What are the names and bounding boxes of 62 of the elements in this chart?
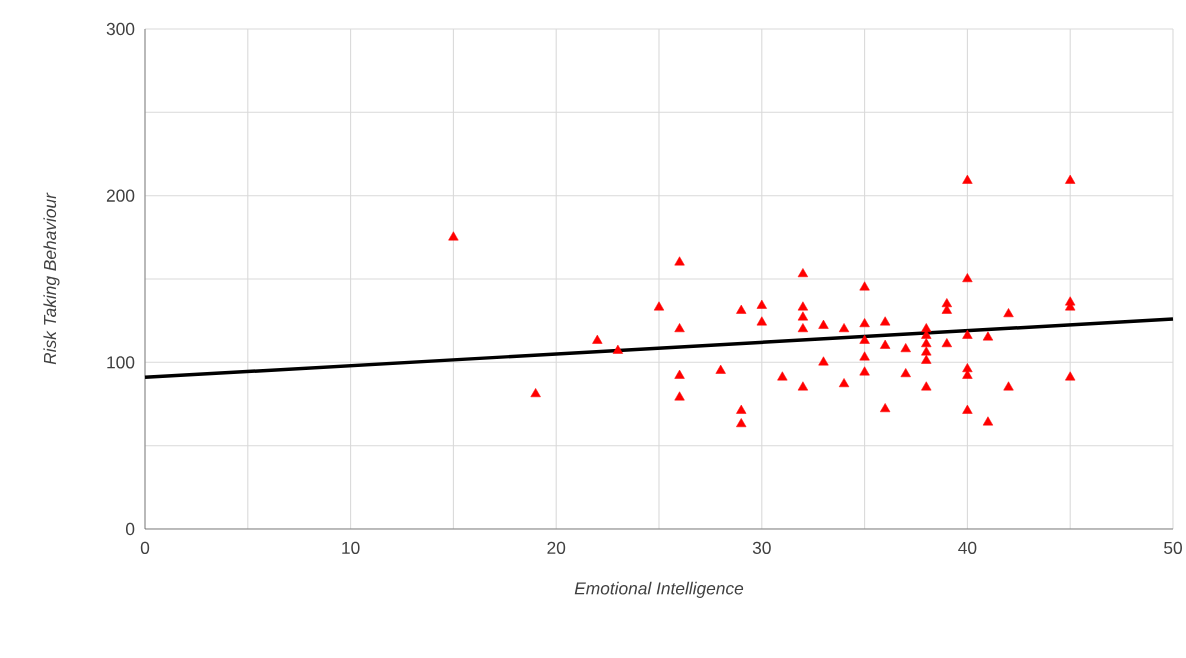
point	[859, 281, 870, 291]
point	[921, 338, 932, 348]
point	[797, 323, 809, 333]
y-axis-title: Risk Taking Behaviour	[43, 192, 60, 365]
point	[818, 356, 829, 366]
point	[592, 334, 603, 344]
point	[674, 323, 685, 333]
point	[838, 323, 850, 333]
x-tick-label: 40	[958, 541, 977, 554]
point	[880, 339, 891, 349]
point	[880, 316, 891, 326]
point	[1003, 308, 1014, 318]
point	[653, 301, 665, 311]
point	[797, 268, 809, 278]
point	[982, 416, 994, 426]
point	[962, 404, 973, 414]
y-tick-label: 100	[107, 356, 135, 369]
point	[880, 403, 891, 413]
point	[715, 364, 726, 374]
point	[838, 378, 850, 388]
point	[962, 273, 973, 283]
point	[797, 381, 809, 391]
point	[859, 318, 870, 328]
point	[530, 388, 541, 398]
point	[756, 299, 767, 309]
point	[777, 371, 788, 381]
point	[941, 338, 952, 348]
point	[900, 368, 911, 378]
point	[1003, 381, 1014, 391]
point	[859, 351, 870, 361]
x-tick-label: 20	[547, 541, 566, 554]
x-tick-label: 0	[140, 541, 150, 554]
x-axis-title: Emotional Intelligence	[574, 581, 744, 598]
point	[921, 381, 932, 391]
point	[1065, 174, 1076, 184]
y-tick-label: 0	[125, 522, 135, 536]
point	[674, 369, 685, 379]
point	[797, 301, 809, 311]
point	[736, 418, 747, 428]
x-tick-label: 30	[752, 541, 771, 554]
point	[674, 256, 685, 266]
point	[921, 346, 932, 356]
point	[921, 354, 932, 364]
point	[962, 174, 973, 184]
point	[756, 316, 767, 326]
point	[859, 334, 870, 344]
point	[736, 404, 747, 414]
point	[448, 231, 459, 241]
point	[818, 319, 829, 329]
y-tick-label: 300	[106, 22, 135, 36]
point	[982, 331, 994, 341]
point	[736, 304, 747, 314]
point	[859, 366, 870, 376]
point	[674, 391, 685, 401]
x-tick-label: 50	[1164, 541, 1182, 554]
point	[1065, 371, 1076, 381]
point	[612, 344, 623, 354]
point	[962, 329, 973, 339]
y-tick-label: 200	[106, 189, 135, 202]
point	[900, 343, 911, 353]
point	[797, 311, 809, 321]
x-tick-label: 10	[342, 541, 360, 554]
